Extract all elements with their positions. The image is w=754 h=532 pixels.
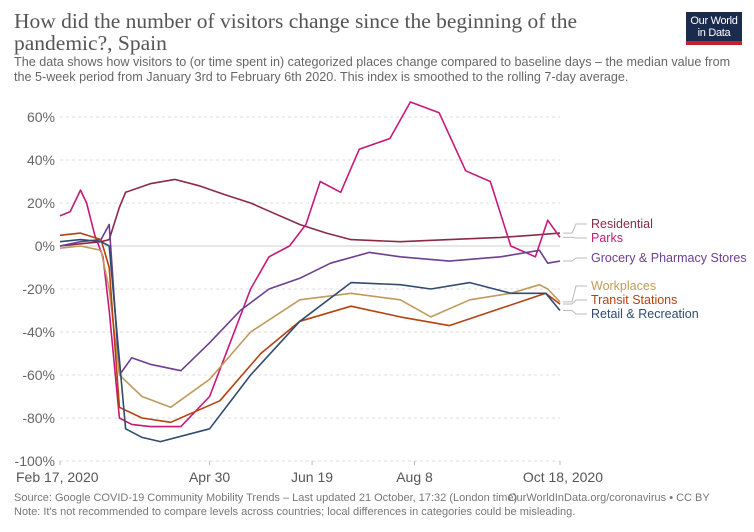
y-tick-label: -60% — [22, 367, 55, 383]
legend-connector — [563, 310, 587, 315]
legend-label: Retail & Recreation — [591, 307, 699, 321]
y-tick-label: 0% — [35, 238, 55, 254]
chart-title: How did the number of visitors change si… — [14, 9, 578, 55]
x-tick-label: Aug 8 — [396, 469, 433, 485]
x-tick-label: Apr 30 — [189, 469, 230, 485]
series-line-retail-recreation — [59, 238, 561, 443]
legend-label: Residential — [591, 217, 653, 231]
x-tick-label: Oct 18, 2020 — [523, 469, 603, 485]
series-line-transit-stations — [59, 232, 561, 424]
y-tick-label: -40% — [22, 324, 55, 340]
legend-label: Grocery & Pharmacy Stores — [591, 251, 747, 265]
logo-line-1: Our World — [690, 15, 738, 27]
x-tick-label: Feb 17, 2020 — [16, 469, 99, 485]
note-text: Note: It's not recommended to compare le… — [14, 506, 576, 518]
legend-label: Parks — [591, 231, 623, 245]
series-line-workplaces — [59, 245, 561, 409]
legend-connector — [563, 257, 587, 262]
legend-connector — [563, 223, 587, 234]
legend-label: Transit Stations — [591, 293, 677, 307]
y-tick-label: 60% — [27, 109, 55, 125]
legend-connector — [563, 236, 587, 239]
y-tick-label: -20% — [22, 281, 55, 297]
legend-label: Workplaces — [591, 279, 656, 293]
x-tick-label: Jun 19 — [291, 469, 333, 485]
logo-line-2: in Data — [697, 27, 731, 39]
series-line-residential — [59, 178, 561, 247]
y-tick-label: 40% — [27, 152, 55, 168]
series-line-parks — [59, 101, 561, 428]
source-link[interactable]: OurWorldInData.org/coronavirus • CC BY — [508, 492, 710, 504]
source-text: Source: Google COVID-19 Community Mobili… — [14, 492, 518, 504]
owid-logo[interactable]: Our World in Data — [686, 12, 742, 45]
legend-connector — [563, 299, 587, 305]
y-tick-label: -80% — [22, 410, 55, 426]
legend-connector — [563, 285, 587, 303]
series-line-grocery-pharmacy-stores — [59, 223, 561, 376]
y-tick-label: 20% — [27, 195, 55, 211]
chart-footer: Source: Google COVID-19 Community Mobili… — [14, 491, 754, 519]
chart-subtitle: The data shows how visitors to (or time … — [14, 55, 731, 84]
y-tick-label: -100% — [15, 453, 55, 469]
